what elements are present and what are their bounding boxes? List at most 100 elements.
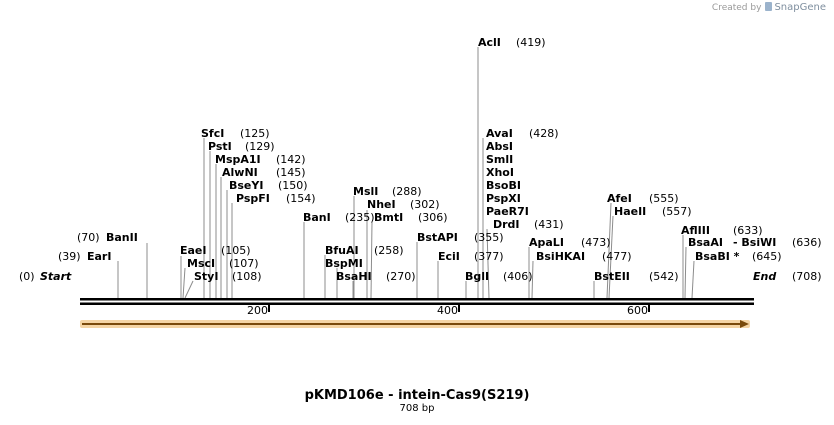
site-label[interactable]: BspMI — [325, 257, 363, 270]
map-title: pKMD106e - intein-Cas9(S219) — [304, 388, 530, 403]
site-position: (428) — [529, 127, 559, 140]
site-position: (473) — [581, 236, 611, 249]
site-position: (288) — [392, 185, 422, 198]
site-position: (406) — [503, 270, 533, 283]
leader-haeii — [608, 215, 614, 299]
site-position: (645) — [752, 250, 782, 263]
site-label[interactable]: HaeII — [614, 205, 646, 218]
site-label[interactable]: BfuAI — [325, 244, 359, 257]
site-position: (125) — [240, 127, 270, 140]
site-label[interactable]: MslI — [353, 185, 378, 198]
site-label[interactable]: BanI — [303, 211, 331, 224]
map-length: 708 bp — [399, 403, 435, 414]
leader-bsihkai — [531, 260, 534, 299]
credit-brand: SnapGene — [774, 2, 826, 13]
site-position: (235) — [345, 211, 375, 224]
site-position: (477) — [602, 250, 632, 263]
site-label[interactable]: NheI — [367, 198, 396, 211]
site-position: (39) — [58, 250, 81, 263]
site-position: (355) — [474, 231, 504, 244]
site-position: (108) — [232, 270, 262, 283]
site-position: (555) — [649, 192, 679, 205]
site-label[interactable]: - BsiWI — [733, 236, 776, 249]
leader-styi — [184, 280, 194, 299]
end-position: (708) — [792, 270, 822, 283]
site-label[interactable]: StyI — [194, 270, 218, 283]
site-labels: AclI (419) SfcI (125) PstI (129) MspA1I … — [58, 36, 822, 283]
site-position: (129) — [245, 140, 275, 153]
site-label[interactable]: BglI — [465, 270, 489, 283]
site-label[interactable]: AfeI — [607, 192, 632, 205]
site-leader-lines — [117, 47, 695, 299]
site-label[interactable]: EaeI — [180, 244, 207, 257]
ruler-label-200: 200 — [247, 304, 268, 317]
site-label[interactable]: ApaLI — [529, 236, 564, 249]
site-position: (636) — [792, 236, 822, 249]
site-label[interactable]: AclI — [478, 36, 501, 49]
site-label[interactable]: BsiHKAI — [536, 250, 585, 263]
site-label[interactable]: BsoBI — [486, 179, 521, 192]
feature-arrow-head — [740, 320, 749, 328]
site-label[interactable]: MspA1I — [215, 153, 261, 166]
sequence-backbone — [80, 298, 754, 305]
site-label[interactable]: BanII — [106, 231, 138, 244]
site-label[interactable]: AvaI — [486, 127, 513, 140]
site-label[interactable]: XhoI — [486, 166, 514, 179]
site-position: (70) — [77, 231, 100, 244]
site-position: (105) — [221, 244, 251, 257]
leader-bmti — [370, 221, 373, 299]
site-position: (557) — [662, 205, 692, 218]
site-label[interactable]: SfcI — [201, 127, 224, 140]
start-label: Start — [40, 270, 72, 283]
site-position: (107) — [229, 257, 259, 270]
site-position: (419) — [516, 36, 546, 49]
site-label[interactable]: BsaHI — [336, 270, 372, 283]
site-label[interactable]: BmtI — [374, 211, 403, 224]
backbone-bottom-strand — [80, 302, 754, 305]
site-label[interactable]: PspFI — [236, 192, 270, 205]
leader-msci — [182, 267, 186, 299]
leader-drdi — [486, 228, 490, 299]
feature-arrow[interactable] — [80, 320, 750, 328]
site-position: (302) — [410, 198, 440, 211]
site-position: (431) — [534, 218, 564, 231]
site-label[interactable]: AflIII — [681, 224, 710, 237]
site-position: (270) — [386, 270, 416, 283]
site-label[interactable]: BsaAI — [688, 236, 723, 249]
site-position: (542) — [649, 270, 679, 283]
site-position: (142) — [276, 153, 306, 166]
leader-bsabi — [691, 260, 695, 299]
site-position: (145) — [276, 166, 306, 179]
site-position: (258) — [374, 244, 404, 257]
end-label: End — [753, 270, 776, 283]
leader-afei — [606, 202, 612, 299]
site-position: (306) — [418, 211, 448, 224]
site-position: (633) — [733, 224, 763, 237]
credit-prefix: Created by — [711, 3, 762, 13]
site-label[interactable]: AbsI — [486, 140, 513, 153]
site-label[interactable]: BstEII — [594, 270, 630, 283]
snapgene-credit: Created by SnapGene — [712, 2, 826, 13]
leader-bsaai — [684, 246, 687, 299]
site-label[interactable]: DrdI — [493, 218, 520, 231]
site-label[interactable]: PaeR7I — [486, 205, 529, 218]
site-label[interactable]: BstAPI — [417, 231, 458, 244]
site-position: (377) — [474, 250, 504, 263]
site-position: (154) — [286, 192, 316, 205]
ruler: 200 400 600 — [247, 304, 650, 317]
site-label[interactable]: MscI — [187, 257, 215, 270]
site-label[interactable]: PstI — [208, 140, 232, 153]
site-label[interactable]: AlwNI — [222, 166, 258, 179]
site-label[interactable]: BsaBI * — [695, 250, 740, 263]
site-label[interactable]: BseYI — [229, 179, 263, 192]
site-label[interactable]: SmlI — [486, 153, 513, 166]
site-label[interactable]: EarI — [87, 250, 111, 263]
backbone-top-strand — [80, 298, 754, 301]
site-label[interactable]: EciI — [438, 250, 460, 263]
ruler-label-400: 400 — [437, 304, 458, 317]
site-label[interactable]: PspXI — [486, 192, 521, 205]
start-position: (0) — [19, 270, 35, 283]
snapgene-logo-icon — [765, 2, 773, 11]
site-position: (150) — [278, 179, 308, 192]
